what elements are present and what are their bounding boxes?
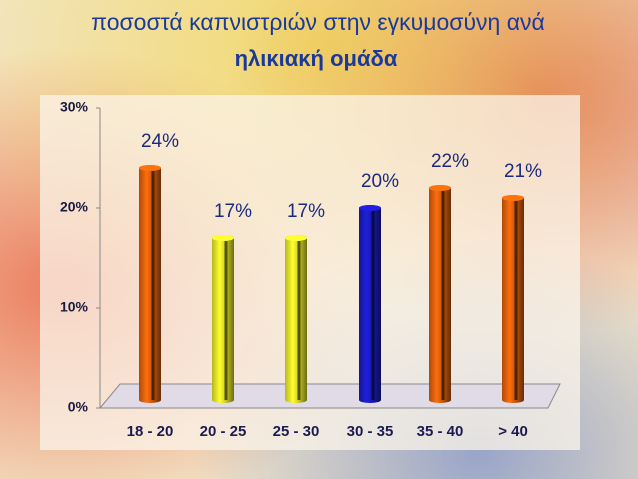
x-tick-label: 35 - 40 <box>417 423 464 440</box>
bar-top <box>429 185 451 191</box>
x-tick-label: 18 - 20 <box>127 423 174 440</box>
bar-top <box>139 165 161 171</box>
value-label: 17% <box>287 201 325 222</box>
value-label: 17% <box>214 201 252 222</box>
value-label: 24% <box>141 131 179 152</box>
x-tick-label: > 40 <box>498 423 528 440</box>
bar-top <box>359 205 381 211</box>
bar <box>212 235 234 403</box>
bar-top <box>285 235 307 241</box>
y-tick-label: 0% <box>68 399 89 415</box>
bar <box>139 165 161 403</box>
bar-top <box>212 235 234 241</box>
x-tick-label: 30 - 35 <box>347 423 394 440</box>
value-label: 21% <box>504 161 542 182</box>
value-label: 22% <box>431 151 469 172</box>
y-tick-label: 10% <box>60 299 89 315</box>
floor <box>98 383 561 409</box>
chart-title: ηλικιακή ομάδα <box>235 46 398 71</box>
bar <box>502 195 524 403</box>
x-tick-label: 20 - 25 <box>200 423 247 440</box>
value-label: 20% <box>361 171 399 192</box>
bar-top <box>502 195 524 201</box>
x-tick-label: 25 - 30 <box>273 423 320 440</box>
bar <box>359 205 381 403</box>
chart-title: ποσοστά καπνιστριών στην εγκυμοσύνη ανά <box>91 9 545 35</box>
bar <box>429 185 451 403</box>
bar <box>285 235 307 403</box>
y-tick-label: 30% <box>60 99 89 115</box>
y-tick-label: 20% <box>60 199 89 215</box>
